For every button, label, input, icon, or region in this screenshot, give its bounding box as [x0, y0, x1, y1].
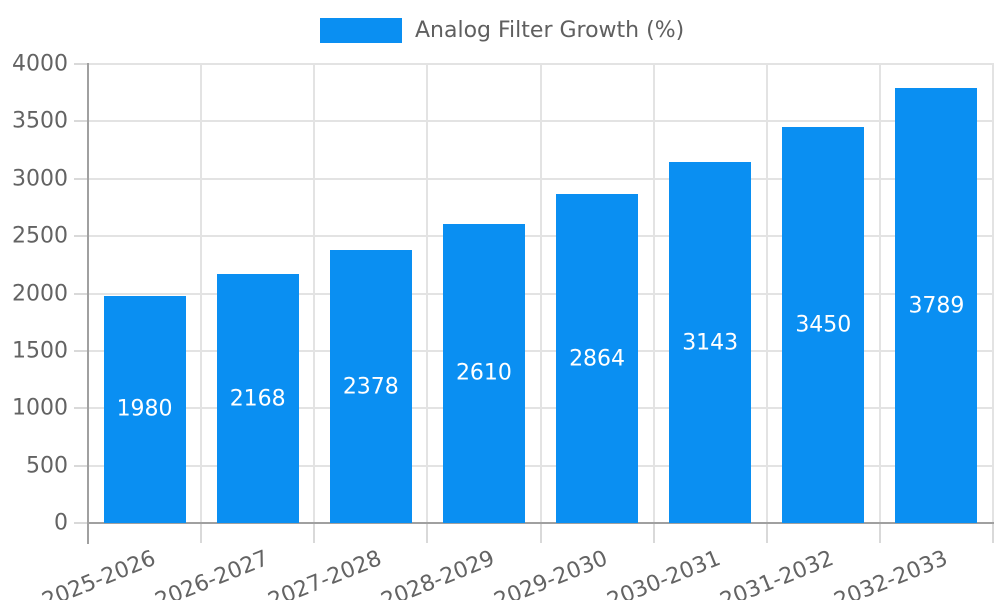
y-axis-tick	[74, 349, 88, 352]
x-axis-tick	[992, 523, 994, 543]
gridline-v	[992, 63, 994, 523]
gridline-v	[313, 63, 316, 523]
y-axis-line	[87, 63, 89, 544]
y-axis-tick	[74, 63, 88, 65]
bar[interactable]	[782, 127, 865, 523]
y-axis-tick	[74, 407, 88, 410]
x-axis-tick	[765, 523, 768, 543]
bar[interactable]	[442, 223, 525, 523]
legend[interactable]: Analog Filter Growth (%)	[320, 18, 684, 43]
legend-label: Analog Filter Growth (%)	[415, 18, 685, 43]
y-tick-label: 0	[54, 510, 68, 536]
y-axis-tick	[74, 120, 88, 123]
x-tick-label: 2031-2032	[717, 546, 838, 600]
x-axis-tick	[878, 523, 881, 543]
gridline-v	[539, 63, 542, 523]
x-axis-tick	[539, 523, 542, 543]
x-axis-tick	[200, 523, 203, 543]
bar[interactable]	[329, 250, 412, 523]
x-tick-label: 2029-2030	[490, 546, 612, 600]
y-axis-tick	[74, 235, 88, 238]
y-axis-tick	[74, 522, 88, 524]
x-tick-label: 2025-2026	[38, 546, 159, 600]
x-axis-tick	[426, 523, 429, 543]
x-tick-label: 2028-2029	[377, 546, 499, 600]
y-tick-label: 1000	[12, 395, 68, 421]
y-tick-label: 2000	[12, 281, 68, 306]
x-tick-label: 2026-2027	[151, 546, 273, 600]
y-tick-label: 500	[26, 453, 68, 479]
bar[interactable]	[556, 194, 639, 523]
x-tick-label: 2030-2031	[603, 546, 725, 600]
gridline-h	[88, 63, 993, 65]
x-tick-label: 2027-2028	[264, 546, 386, 600]
gridline-v	[200, 63, 203, 523]
y-tick-label: 1500	[12, 338, 68, 364]
y-axis-tick	[74, 292, 88, 295]
gridline-v	[765, 63, 768, 523]
gridline-v	[426, 63, 429, 523]
legend-swatch	[320, 18, 402, 43]
bar[interactable]	[103, 295, 186, 523]
y-axis-tick	[74, 464, 88, 467]
bar[interactable]	[216, 274, 299, 523]
y-tick-label: 3500	[12, 108, 68, 134]
gridline-h	[88, 120, 993, 123]
x-axis-tick	[652, 523, 655, 543]
y-tick-label: 3000	[12, 166, 68, 192]
gridline-v	[878, 63, 881, 523]
bar[interactable]	[895, 88, 978, 523]
x-tick-label: 2032-2033	[830, 546, 951, 600]
gridline-v	[652, 63, 655, 523]
bar[interactable]	[669, 162, 752, 523]
y-axis-tick	[74, 177, 88, 180]
y-tick-label: 2500	[12, 223, 68, 249]
y-tick-label: 4000	[12, 51, 68, 77]
x-axis-tick	[313, 523, 316, 543]
